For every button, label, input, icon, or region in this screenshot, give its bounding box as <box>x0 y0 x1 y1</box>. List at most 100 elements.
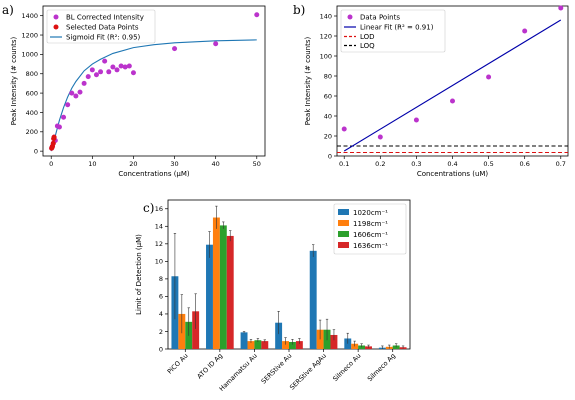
bl-corrected-point <box>65 102 71 108</box>
data-point <box>558 5 564 11</box>
legend-swatch <box>338 242 349 248</box>
x-tick-label: 0.5 <box>483 160 493 168</box>
x-axis-label: Concentrations (μM) <box>118 170 190 178</box>
y-tick-label: 200 <box>26 128 38 136</box>
y-tick-label: 100 <box>320 52 332 60</box>
x-tick-label: 0.1 <box>339 160 349 168</box>
category-label: PiCO Au <box>166 352 190 376</box>
bl-corrected-point <box>122 64 128 70</box>
bar <box>212 217 220 349</box>
x-tick-label: 30 <box>170 160 178 168</box>
legend-swatch <box>338 231 349 237</box>
x-axis-label: Concentrations (uM) <box>417 170 489 178</box>
bar <box>206 244 213 349</box>
legend-label: 1636cm⁻¹ <box>353 242 388 250</box>
legend-marker-selected <box>53 24 59 30</box>
data-point <box>522 28 528 34</box>
category-label: Silmeco Ag <box>366 352 397 383</box>
bar <box>275 322 283 349</box>
legend-label: 1198cm⁻¹ <box>353 220 388 228</box>
y-tick-label: 0 <box>328 152 332 160</box>
bl-corrected-point <box>77 89 83 95</box>
y-tick-label: 120 <box>320 32 332 40</box>
x-tick-label: 0.6 <box>520 160 530 168</box>
bar <box>351 343 359 349</box>
legend-label-lod: LOD <box>360 33 375 41</box>
x-tick-label: 50 <box>253 160 261 168</box>
bl-corrected-point <box>98 69 104 75</box>
bar <box>295 341 303 349</box>
y-tick-label: 16 <box>155 205 163 213</box>
legend-label-loq: LOQ <box>360 42 375 50</box>
y-tick-label: 1400 <box>21 12 38 20</box>
x-tick-label: 0.3 <box>411 160 421 168</box>
data-point <box>341 126 347 132</box>
plot-frame <box>336 5 569 157</box>
legend-box <box>46 9 156 44</box>
y-tick-label: 0 <box>159 345 163 353</box>
plot-frame <box>42 5 266 157</box>
category-label: SERStive AgAu <box>288 352 328 392</box>
panel-label-a: a) <box>2 3 14 17</box>
legend-label: 1606cm⁻¹ <box>353 231 388 239</box>
bar <box>219 225 227 349</box>
y-tick-label: 4 <box>159 310 163 318</box>
y-tick-label: 1200 <box>21 31 38 39</box>
legend-label-bl: BL Corrected Intensity <box>66 14 144 22</box>
bar <box>330 334 338 349</box>
y-tick-label: 0 <box>34 147 38 155</box>
y-tick-label: 800 <box>26 70 38 78</box>
data-point <box>377 134 383 140</box>
legend-swatch <box>338 220 349 226</box>
legend-marker-points <box>347 14 353 20</box>
x-tick-label: 0.2 <box>375 160 385 168</box>
legend-label-points: Data Points <box>360 14 400 22</box>
y-tick-label: 2 <box>159 328 163 336</box>
y-tick-label: 10 <box>155 258 163 266</box>
legend-box <box>333 203 407 255</box>
linear-fit-line <box>343 19 562 152</box>
panel-label-c: c) <box>143 201 154 215</box>
legend-marker-bl <box>53 14 59 20</box>
y-axis-label: Peak Intensity (# counts) <box>304 36 312 125</box>
y-tick-label: 60 <box>324 92 332 100</box>
bl-corrected-point <box>254 12 260 18</box>
chart-panel-a: a) 0 10 20 30 40 50 0 200 400 600 800 1000 1200 1400 Co… <box>2 3 266 178</box>
legend-box <box>340 9 446 53</box>
bar <box>247 341 255 349</box>
legend-label-selected: Selected Data Points <box>66 24 139 32</box>
bar <box>226 235 234 349</box>
y-axis-label: Limit of Detection (μM) <box>135 234 143 315</box>
bl-corrected-point <box>118 63 124 69</box>
bar <box>282 341 289 349</box>
y-tick-label: 40 <box>324 112 332 120</box>
y-tick-label: 1000 <box>21 51 38 59</box>
bar <box>240 332 248 349</box>
x-tick-label: 0.4 <box>447 160 457 168</box>
bl-corrected-point <box>106 69 112 75</box>
selected-data-point <box>50 140 56 146</box>
x-tick-label: 10 <box>88 160 96 168</box>
bl-corrected-point <box>69 90 75 96</box>
y-tick-label: 20 <box>324 132 332 140</box>
sigmoid-fit-line <box>50 39 257 152</box>
bar <box>192 311 200 349</box>
x-tick-label: 0.7 <box>556 160 566 168</box>
bl-corrected-point <box>114 67 120 73</box>
category-label: ATO ID Ag <box>196 352 225 381</box>
legend-swatch <box>338 209 349 215</box>
legend-label-fit: Linear Fit (R² = 0.91) <box>360 24 434 32</box>
panel-label-b: b) <box>293 3 305 17</box>
chart-panel-b: b) 0.1 0.2 0.3 0.4 0.5 0.6 0.7 0 20 40 60 80 100 120 14… <box>293 3 569 178</box>
bl-corrected-point <box>61 114 67 120</box>
y-tick-label: 400 <box>26 109 38 117</box>
category-label: Hamamatsu Au <box>218 352 259 393</box>
bar <box>309 250 317 349</box>
bl-corrected-point <box>89 67 95 73</box>
x-tick-label: 40 <box>212 160 220 168</box>
y-tick-label: 14 <box>155 223 163 231</box>
y-tick-label: 8 <box>159 275 163 283</box>
bl-corrected-point <box>110 64 116 70</box>
x-tick-label: 0 <box>49 160 53 168</box>
